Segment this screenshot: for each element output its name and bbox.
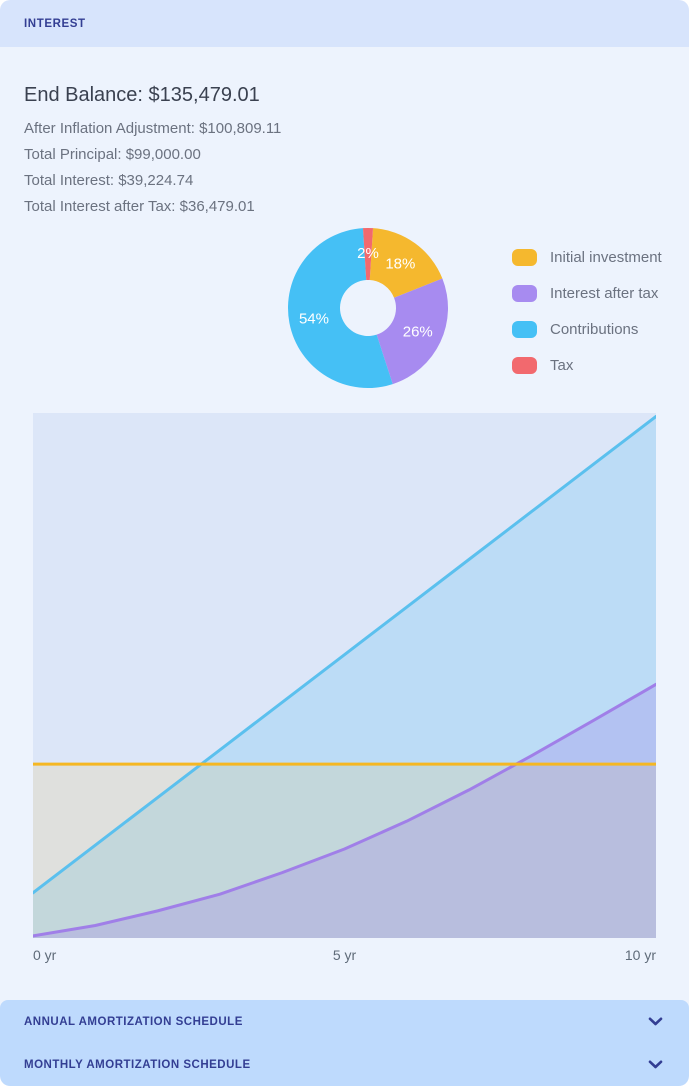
x-tick-label: 5 yr (332, 947, 357, 963)
section-header: INTEREST (0, 0, 689, 47)
legend-item-interest-after-tax: Interest after tax (512, 285, 662, 302)
stat-line: Total Interest after Tax: $36,479.01 (24, 198, 255, 215)
chevron-down-icon (648, 1060, 663, 1069)
pie-slice-contributions (288, 228, 393, 388)
stat-line: Total Principal: $99,000.00 (24, 146, 201, 163)
area-fill-initial-investment (33, 764, 656, 938)
accordion-row-annual[interactable]: ANNUAL AMORTIZATION SCHEDULE (0, 1000, 689, 1043)
summary-stats: After Inflation Adjustment: $100,809.11 T… (24, 116, 665, 220)
growth-area-chart (33, 413, 656, 938)
pie-slice-label: 26% (403, 323, 433, 340)
legend-swatch (512, 249, 537, 266)
pie-slice-label: 2% (357, 245, 379, 262)
pie-slice-label: 18% (385, 256, 415, 273)
accordion-row-monthly[interactable]: MONTHLY AMORTIZATION SCHEDULE (0, 1043, 689, 1086)
series-line-interest-after-tax (33, 682, 656, 938)
pie-slice-tax (362, 228, 374, 281)
legend-item-contributions: Contributions (512, 321, 662, 338)
chart-legend: Initial investment Interest after tax Cont… (512, 249, 662, 393)
amortization-accordion: ANNUAL AMORTIZATION SCHEDULE MONTHLY AMOR… (0, 1000, 689, 1086)
chevron-down-icon (648, 1017, 663, 1026)
x-tick-label: 10 yr (624, 947, 656, 963)
legend-label: Interest after tax (550, 285, 659, 302)
legend-item-initial-investment: Initial investment (512, 249, 662, 266)
legend-swatch (512, 285, 537, 302)
pie-slice-initial-investment (369, 228, 443, 298)
pie-slice-interest-after-tax (376, 278, 448, 385)
donut-chart: 18% 26% 54% 2% (287, 227, 449, 389)
legend-swatch (512, 357, 537, 374)
legend-swatch (512, 321, 537, 338)
area-fill-interest-after-tax (33, 684, 656, 938)
x-tick-label: 0 yr (33, 947, 57, 963)
end-balance-title: End Balance: $135,479.01 (24, 84, 260, 106)
legend-label: Tax (550, 357, 574, 374)
area-fill-contributions (33, 416, 656, 938)
section-title: INTEREST (24, 17, 86, 30)
accordion-label: MONTHLY AMORTIZATION SCHEDULE (24, 1058, 251, 1071)
stat-line: Total Interest: $39,224.74 (24, 172, 194, 189)
stat-line: After Inflation Adjustment: $100,809.11 (24, 120, 282, 137)
accordion-label: ANNUAL AMORTIZATION SCHEDULE (24, 1015, 243, 1028)
series-line-contributions (33, 414, 656, 895)
x-axis-labels: 0 yr 5 yr 10 yr (33, 947, 656, 965)
legend-label: Contributions (550, 321, 639, 338)
pie-slice-label: 54% (299, 310, 329, 327)
legend-label: Initial investment (550, 249, 662, 266)
legend-item-tax: Tax (512, 357, 662, 374)
